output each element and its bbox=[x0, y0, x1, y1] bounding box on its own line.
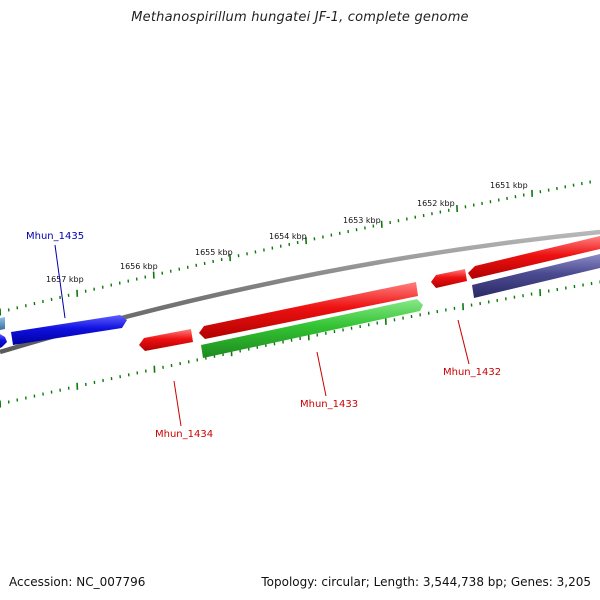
scale-label-1651: 1651 kbp bbox=[490, 181, 528, 190]
scale-label-1653: 1653 kbp bbox=[343, 216, 381, 225]
scale-label-1654: 1654 kbp bbox=[269, 232, 307, 241]
reverse-strand-genes bbox=[0, 254, 600, 358]
gene-arrow-mhun-1435[interactable] bbox=[11, 315, 127, 345]
scale-label-1657: 1657 kbp bbox=[46, 275, 84, 284]
scale-label-1655: 1655 kbp bbox=[195, 248, 233, 257]
map-title: Methanospirillum hungatei JF-1, complete… bbox=[131, 10, 469, 25]
gene-arrow-slate-1432[interactable] bbox=[472, 254, 600, 298]
forward-strand-genes bbox=[0, 236, 600, 345]
gene-label-mhun-1434[interactable]: Mhun_1434 bbox=[155, 429, 213, 440]
gene-arrow-mhun-1433[interactable] bbox=[199, 282, 418, 339]
scale-label-1656: 1656 kbp bbox=[120, 262, 158, 271]
gene-arrow-green-1433[interactable] bbox=[201, 299, 423, 358]
scale-labels: 1651 kbp 1652 kbp 1653 kbp 1654 kbp 1655… bbox=[46, 181, 528, 284]
gene-arrow-mhun-1434[interactable] bbox=[139, 329, 193, 351]
gene-label-mhun-1433[interactable]: Mhun_1433 bbox=[300, 399, 358, 410]
gene-arrow-red-1652[interactable] bbox=[431, 269, 467, 288]
leader-mhun-1433 bbox=[316, 351, 327, 397]
leader-mhun-1435 bbox=[54, 244, 66, 319]
scale-label-1652: 1652 kbp bbox=[417, 199, 455, 208]
inner-tick-ring bbox=[0, 280, 600, 408]
genome-summary-text: Topology: circular; Length: 3,544,738 bp… bbox=[261, 575, 591, 589]
gene-arrow-red-right-edge[interactable] bbox=[468, 236, 600, 279]
gene-label-mhun-1435[interactable]: Mhun_1435 bbox=[26, 231, 84, 242]
leader-mhun-1432 bbox=[457, 319, 470, 365]
gene-labels: Mhun_1435 Mhun_1434 Mhun_1433 Mhun_1432 bbox=[26, 231, 501, 440]
accession-text: Accession: NC_007796 bbox=[9, 575, 146, 589]
gene-label-mhun-1432[interactable]: Mhun_1432 bbox=[443, 367, 501, 378]
outer-tick-ring bbox=[0, 180, 591, 316]
gene-arrow-blue-left-reverse[interactable] bbox=[0, 334, 7, 348]
leader-mhun-1434 bbox=[173, 380, 182, 427]
gene-arrow-steel-left[interactable] bbox=[0, 317, 5, 330]
label-leaders bbox=[54, 244, 470, 427]
